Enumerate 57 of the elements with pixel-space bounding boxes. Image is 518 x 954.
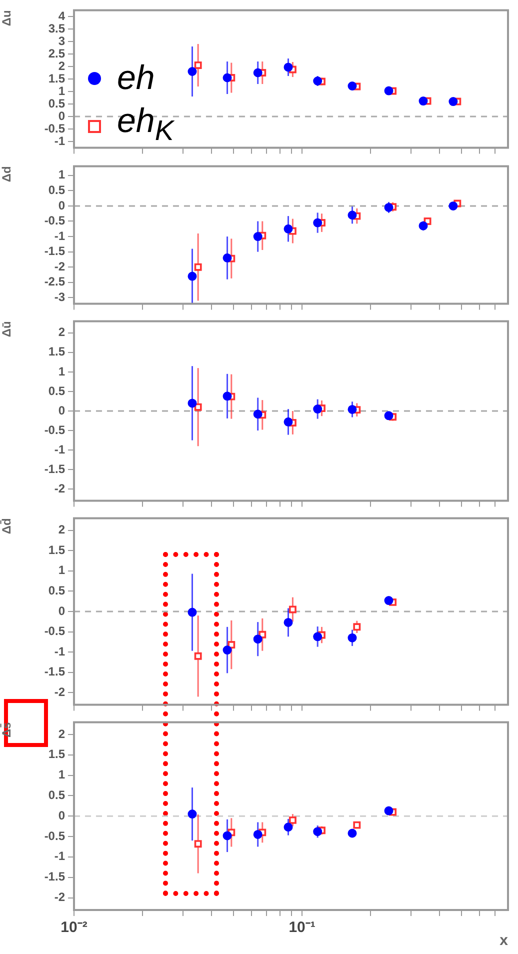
y-tick-label: -1 — [54, 134, 66, 148]
y-tick-label: 2 — [58, 522, 66, 537]
y-tick-label: 1.5 — [48, 344, 66, 359]
y-tick-label: 1 — [58, 768, 66, 782]
y-tick-label: 1 — [58, 168, 66, 182]
y-tick-label: -2 — [54, 684, 66, 699]
y-tick-label: 0.5 — [48, 96, 66, 110]
y-tick-label: 2 — [58, 325, 66, 340]
y-tick-label: 0.5 — [48, 384, 66, 398]
y-tick-label: 0.5 — [48, 182, 66, 197]
y-tick-label: 0 — [58, 403, 66, 418]
y-tick-label: 1 — [58, 84, 66, 98]
x-axis-title: x — [500, 932, 509, 950]
x-tick-label: 10⁻¹ — [288, 919, 316, 936]
y-tick-label: -0.5 — [44, 828, 66, 843]
y-tick-label: -1.5 — [44, 664, 66, 679]
y-tick-label: -3 — [54, 290, 66, 304]
y-tick-label: 4 — [58, 8, 66, 23]
y-axis-title: Δd — [0, 166, 14, 182]
y-tick-label: 1.5 — [48, 542, 66, 557]
y-tick-label: -0.5 — [44, 121, 66, 136]
y-tick-label: 0 — [58, 808, 66, 822]
y-tick-label: -1.5 — [44, 870, 66, 884]
y-tick-label: 0 — [58, 198, 66, 212]
y-tick-label: 0 — [58, 604, 66, 618]
y-tick-label: 0 — [58, 108, 66, 123]
y-tick-label: 2.5 — [48, 46, 66, 60]
y-tick-label: 2 — [58, 726, 66, 741]
y-tick-label: 0.5 — [48, 584, 66, 598]
y-tick-label: 1 — [58, 364, 66, 378]
y-tick-label: -1 — [54, 644, 66, 658]
y-tick-label: -1.5 — [44, 462, 66, 476]
y-tick-label: -1 — [54, 849, 66, 864]
y-tick-label: 3.5 — [48, 21, 66, 36]
y-axis-title: Δs̄ — [0, 722, 14, 738]
y-tick-label: 0.5 — [48, 788, 66, 802]
x-tick-label: 10⁻² — [60, 919, 88, 936]
y-tick-label: 2 — [58, 58, 66, 73]
y-tick-label: -0.5 — [44, 422, 66, 437]
y-tick-label: -2 — [54, 481, 66, 496]
y-tick-label: -2.5 — [44, 274, 66, 289]
y-axis-title: Δū — [0, 321, 14, 338]
legend-label: eh$_{K}$ — [117, 101, 174, 150]
y-tick-label: 1 — [58, 563, 66, 578]
y-tick-label: -2 — [54, 890, 66, 904]
y-tick-label: -0.5 — [44, 624, 66, 638]
y-axis-title: Δu — [0, 10, 14, 26]
y-tick-label: 1.5 — [48, 747, 66, 762]
y-axis-title: Δd̄ — [0, 518, 14, 534]
y-tick-label: 1.5 — [48, 71, 66, 86]
y-tick-label: -1 — [54, 228, 66, 243]
y-tick-label: -2 — [54, 259, 66, 274]
legend-label: eh — [117, 58, 155, 100]
y-tick-label: -0.5 — [44, 214, 66, 228]
y-tick-label: -1 — [54, 442, 66, 456]
y-tick-label: 3 — [58, 34, 66, 48]
y-tick-label: -1.5 — [44, 244, 66, 258]
